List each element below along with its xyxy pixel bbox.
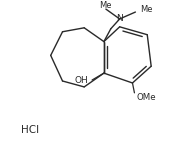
Text: Me: Me (140, 5, 153, 14)
Text: HCl: HCl (21, 125, 39, 135)
Text: OMe: OMe (136, 93, 156, 102)
Text: N: N (116, 15, 123, 23)
Text: OH: OH (74, 75, 88, 85)
Text: Me: Me (99, 1, 111, 10)
